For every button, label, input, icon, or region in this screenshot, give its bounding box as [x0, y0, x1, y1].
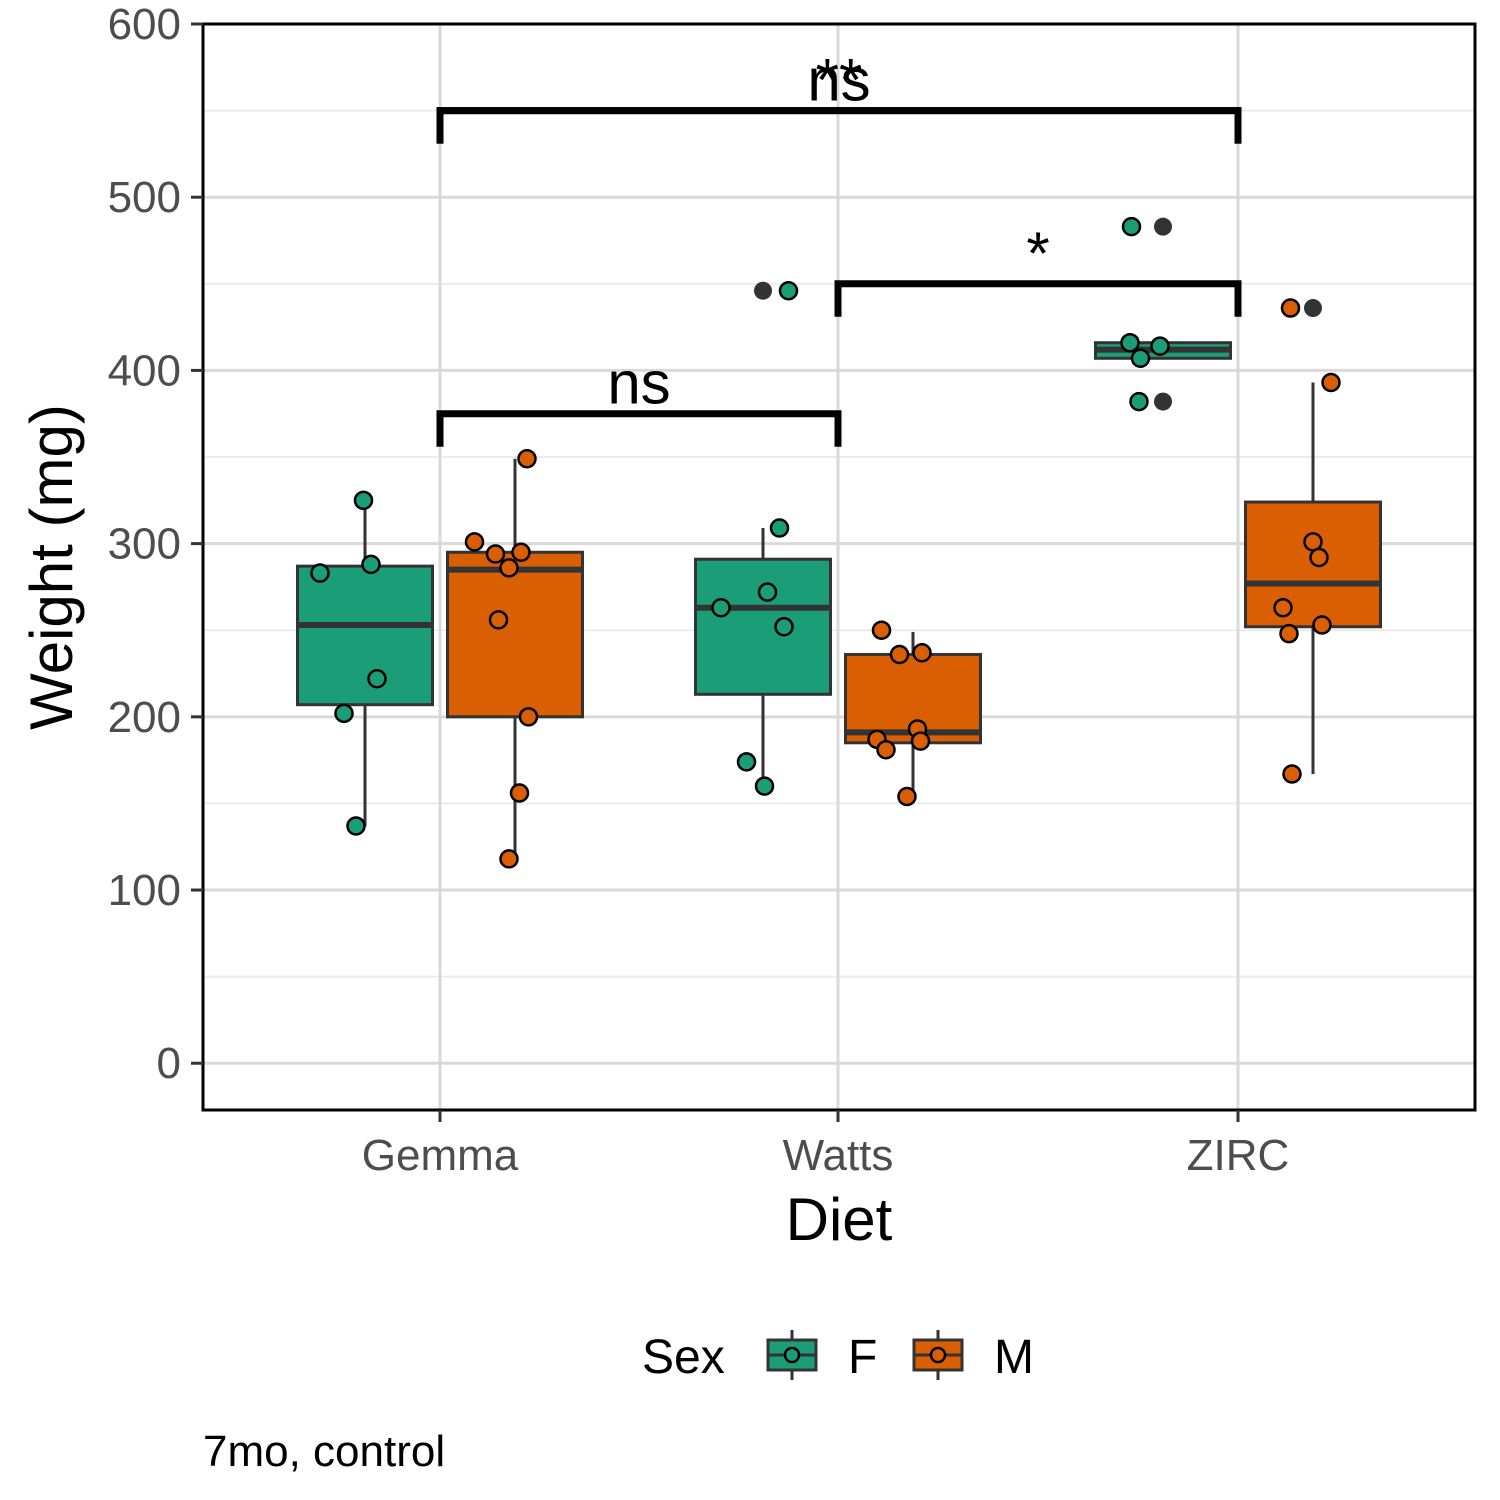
- x-tick-label: ZIRC: [1187, 1131, 1290, 1180]
- outlier-point: [1154, 217, 1172, 236]
- box-M-Gemma: [446, 458, 584, 859]
- data-point: [1121, 216, 1142, 237]
- legend-label: F: [848, 1331, 877, 1384]
- data-point: [897, 786, 917, 807]
- x-axis: Gemma Watts ZIRC: [362, 1110, 1290, 1180]
- data-point: [1280, 298, 1301, 318]
- data-point: [509, 783, 530, 803]
- data-point: [1273, 597, 1293, 618]
- data-point: [876, 739, 896, 760]
- y-tick-label: 500: [108, 173, 181, 222]
- data-point: [889, 644, 910, 665]
- data-point: [353, 490, 374, 511]
- legend-key-point: [929, 1346, 947, 1364]
- x-axis-title: Diet: [786, 1186, 893, 1253]
- significance-layer: ns*ns**: [436, 47, 1242, 447]
- y-tick-label: 100: [108, 866, 181, 915]
- chart-caption: 7mo, control: [203, 1427, 445, 1476]
- data-point: [1312, 615, 1332, 635]
- y-axis: 0 100 200 300 400 500 600: [108, 0, 203, 1088]
- data-point: [334, 703, 354, 724]
- bracket-line: [834, 280, 1242, 317]
- data-point: [754, 776, 775, 796]
- data-point: [910, 731, 931, 751]
- data-point: [1130, 348, 1151, 369]
- box-body: [446, 550, 584, 719]
- legend-key-point: [783, 1346, 801, 1364]
- data-point: [361, 554, 381, 575]
- data-point: [1120, 332, 1140, 353]
- box-F-Watts: [694, 281, 832, 787]
- data-point: [1279, 623, 1299, 644]
- data-point: [912, 642, 932, 663]
- significance-bracket: *: [834, 220, 1242, 317]
- significance-label: ns: [807, 47, 870, 114]
- box-body: [1244, 500, 1382, 629]
- data-point: [1321, 372, 1341, 393]
- bracket-line: [436, 107, 1242, 144]
- data-point: [499, 558, 519, 578]
- data-point: [346, 816, 366, 836]
- y-tick-label: 600: [108, 0, 181, 49]
- legend-item-M: M: [912, 1330, 1034, 1384]
- significance-label: ns: [607, 350, 670, 417]
- box-layer: [296, 217, 1382, 859]
- data-point: [464, 532, 485, 552]
- y-tick-label: 0: [157, 1039, 181, 1088]
- bracket-line: [436, 410, 842, 447]
- y-tick-label: 300: [108, 520, 181, 569]
- point-layer: [310, 216, 1341, 869]
- data-point: [736, 752, 757, 772]
- significance-bracket: ns: [436, 350, 842, 447]
- box-body: [296, 564, 434, 707]
- legend-item-F: F: [766, 1330, 877, 1384]
- x-tick-label: Gemma: [362, 1131, 519, 1180]
- data-point: [488, 610, 509, 630]
- data-point: [1150, 336, 1170, 356]
- significance-label: *: [1026, 220, 1049, 287]
- x-tick-label: Watts: [783, 1131, 894, 1180]
- data-point: [1309, 547, 1329, 568]
- significance-bracket: **: [436, 47, 1242, 144]
- data-point: [711, 597, 731, 618]
- outlier-point: [1304, 299, 1322, 318]
- outlier-point: [754, 281, 772, 300]
- data-point: [310, 563, 330, 583]
- box-M-ZIRC: [1244, 299, 1382, 774]
- data-point: [1282, 764, 1302, 784]
- box-M-Watts: [844, 631, 982, 797]
- significance-label: **: [816, 47, 863, 114]
- box-F-Gemma: [296, 500, 434, 826]
- data-point: [367, 668, 387, 689]
- data-point: [1129, 391, 1149, 412]
- box-body: [694, 557, 832, 696]
- y-axis-title: Weight (mg): [18, 404, 85, 730]
- legend-title: Sex: [642, 1331, 725, 1384]
- data-point: [517, 448, 537, 469]
- data-point: [757, 582, 778, 602]
- data-point: [511, 542, 531, 563]
- data-point: [518, 707, 539, 727]
- data-point: [774, 617, 794, 637]
- data-point: [778, 280, 799, 301]
- data-point: [769, 518, 790, 538]
- data-point: [499, 849, 519, 869]
- y-tick-label: 200: [108, 693, 181, 742]
- outlier-point: [1154, 392, 1172, 411]
- y-tick-label: 400: [108, 346, 181, 395]
- data-point: [485, 544, 506, 564]
- box-F-ZIRC: [1094, 217, 1232, 411]
- data-point: [871, 620, 892, 640]
- legend-label: M: [994, 1331, 1034, 1384]
